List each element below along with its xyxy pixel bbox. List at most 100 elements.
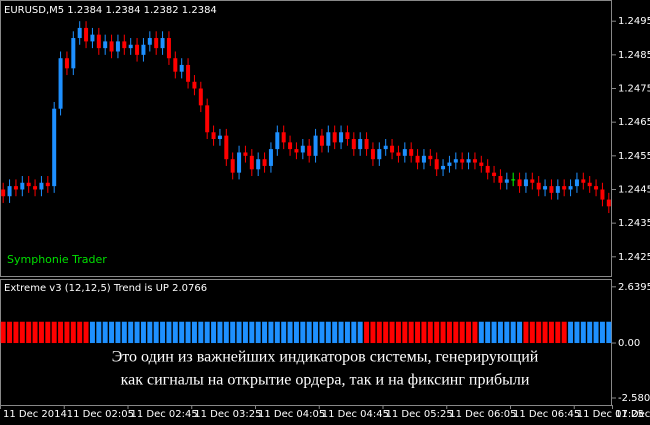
candle-body	[358, 139, 363, 150]
candle-body	[530, 179, 535, 183]
indicator-bar	[262, 321, 268, 344]
candle-body	[26, 182, 31, 187]
indicator-bar	[268, 321, 274, 344]
indicator-bar	[383, 321, 389, 344]
candle-body	[135, 44, 140, 55]
indicator-bar	[45, 321, 51, 344]
candle-body	[383, 145, 388, 150]
candle-body	[33, 186, 38, 190]
indicator-bar	[478, 321, 484, 344]
candle-body	[52, 108, 57, 187]
indicator-bar	[332, 321, 338, 344]
indicator-bar	[128, 321, 134, 344]
x-tick-label: 11 Dec 04:05	[258, 409, 325, 420]
candle-body	[402, 149, 407, 156]
indicator-bar	[421, 321, 427, 344]
candle-body	[45, 182, 50, 187]
indicator-bar	[153, 321, 159, 344]
caption: Это один из важнейших индикаторов систем…	[112, 349, 539, 366]
indicator-frame	[0, 279, 612, 406]
candle-body	[268, 149, 273, 166]
candle-body	[466, 159, 471, 163]
indicator-bar	[466, 321, 472, 344]
indicator-bar	[58, 321, 64, 344]
y-tick-label: 1.2455	[618, 151, 650, 162]
x-tick-label: 11 Dec 02:05	[67, 409, 134, 420]
indicator-bar	[32, 321, 38, 344]
y-tick-label: 1.2465	[618, 117, 650, 128]
indicator-bar	[389, 321, 395, 344]
indicator-bar	[536, 321, 542, 344]
annotation: Symphonie Trader	[7, 253, 107, 266]
candle-body	[141, 44, 146, 55]
candle-body	[370, 149, 375, 160]
indicator-bar	[204, 321, 210, 344]
caption: как сигналы на открытие ордера, так и на…	[121, 372, 530, 389]
x-tick-label: 11 Dec 08:05	[615, 409, 650, 420]
candle-body	[103, 41, 108, 49]
candle-body	[447, 162, 452, 166]
candle-body	[415, 155, 420, 163]
indicator-bar	[300, 321, 306, 344]
indicator-bar	[344, 321, 350, 344]
candle-body	[517, 179, 522, 187]
y-tick-label: 1.2495	[618, 16, 650, 27]
candle-body	[536, 182, 541, 190]
y-tick-label: 0.00	[618, 338, 640, 349]
indicator-bar	[517, 321, 523, 344]
candle-body	[434, 159, 439, 170]
candle-body	[562, 186, 567, 190]
candle-body	[574, 179, 579, 187]
candle-body	[453, 159, 458, 163]
indicator-bar	[236, 321, 242, 344]
indicator-bar	[0, 321, 6, 344]
indicator-bar	[313, 321, 319, 344]
x-tick-label: 11 Dec 03:25	[194, 409, 261, 420]
candle-body	[58, 58, 63, 109]
indicator-bar	[147, 321, 153, 344]
candle-body	[262, 159, 267, 166]
candle-body	[77, 27, 82, 39]
indicator-bar	[217, 321, 223, 344]
candle-body	[479, 162, 484, 166]
x-tick-label: 11 Dec 06:05	[449, 409, 516, 420]
candle-body	[300, 145, 305, 153]
indicator-bar	[172, 321, 178, 344]
indicator-bar	[472, 321, 478, 344]
candle-body	[345, 132, 350, 139]
x-tick-label: 11 Dec 07:25	[577, 409, 644, 420]
indicator-bar	[402, 321, 408, 344]
indicator-bar	[115, 321, 121, 344]
candle-body	[326, 132, 331, 146]
chart-title: EURUSD,M5 1.2384 1.2384 1.2382 1.2384	[4, 5, 217, 16]
indicator-bar	[13, 321, 19, 344]
indicator-bar	[434, 321, 440, 344]
candle-body	[243, 152, 248, 156]
indicator-bar	[274, 321, 280, 344]
candle-body	[581, 179, 586, 183]
candle-body	[319, 135, 324, 146]
indicator-bar	[370, 321, 376, 344]
indicator-bar	[351, 321, 357, 344]
indicator-bar	[281, 321, 287, 344]
candle-body	[492, 172, 497, 177]
candle-body	[7, 186, 12, 197]
candle-body	[275, 132, 280, 150]
candle-body	[498, 176, 503, 183]
indicator-bar	[293, 321, 299, 344]
candle-body	[460, 159, 465, 163]
candle-body	[154, 38, 159, 49]
candle-body	[294, 149, 299, 153]
candle-body	[377, 149, 382, 160]
indicator-bar	[140, 321, 146, 344]
indicator-bar	[440, 321, 446, 344]
indicator-bar	[89, 321, 95, 344]
indicator-bar	[523, 321, 529, 344]
candle-body	[173, 58, 178, 72]
candle-body	[606, 199, 611, 207]
candle-body	[13, 186, 18, 190]
indicator-bar	[306, 321, 312, 344]
indicator-bar	[109, 321, 115, 344]
